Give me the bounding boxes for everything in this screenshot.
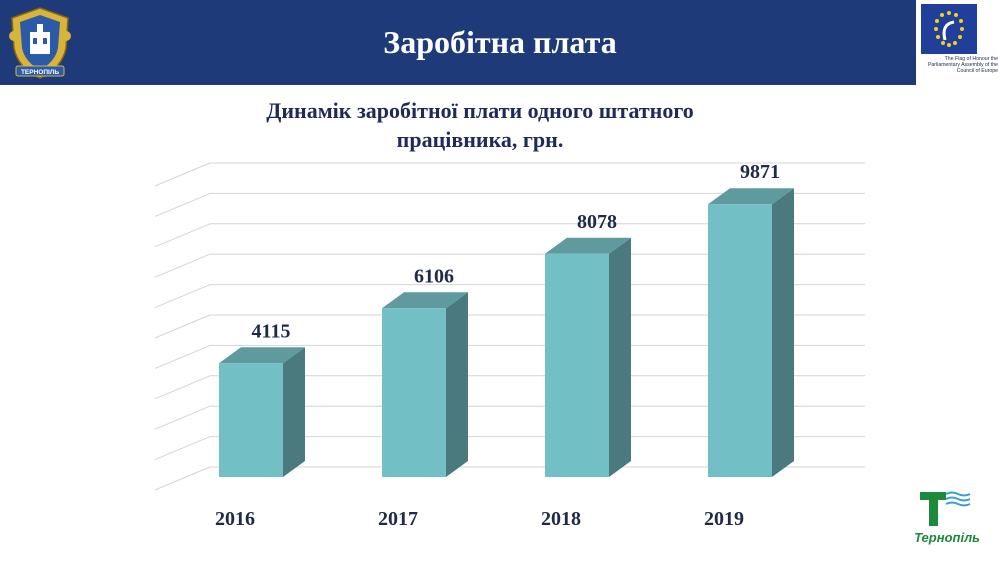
- bar: [545, 253, 609, 477]
- bar-top: [219, 347, 305, 364]
- gridline-side: [154, 375, 211, 400]
- data-label: 9871: [740, 161, 780, 183]
- gridline-side: [154, 436, 211, 461]
- gridline-side: [154, 162, 211, 187]
- page-title: Заробітна плата: [383, 24, 617, 60]
- header-bar: [0, 0, 1000, 85]
- bar-side: [446, 292, 468, 477]
- bar-top: [708, 188, 794, 205]
- council-of-europe-flag-icon: [921, 4, 977, 54]
- bar-top: [545, 237, 631, 254]
- gridline-side: [154, 405, 211, 430]
- coe-badge: The Flag of Honour the Parliamentary Ass…: [916, 0, 1000, 85]
- bar: [708, 204, 772, 477]
- gridline-side: [154, 253, 211, 278]
- bar-side: [609, 237, 631, 477]
- x-tick-label: 2019: [704, 508, 744, 530]
- gridline-side: [154, 223, 211, 248]
- coe-caption: The Flag of Honour the Parliamentary Ass…: [927, 56, 998, 74]
- data-label: 8078: [577, 211, 617, 233]
- ternopil-coat-of-arms-icon: ТЕРНОПІЛЬ: [9, 7, 71, 79]
- gridline-side: [154, 314, 211, 339]
- gridline-side: [154, 466, 211, 491]
- bar: [219, 363, 283, 477]
- ternopil-logo-text: Тернопіль: [914, 530, 980, 545]
- chart-title: Динамік заробітної плати одного штатного…: [180, 96, 780, 154]
- bar: [382, 308, 446, 477]
- gridline-side: [154, 284, 211, 309]
- gridline-side: [154, 344, 211, 369]
- emblem-label: ТЕРНОПІЛЬ: [21, 69, 59, 76]
- data-label: 4115: [252, 320, 291, 342]
- bar-side: [283, 347, 305, 477]
- bar-side: [772, 188, 794, 477]
- chart-title-line-1: Динамік заробітної плати одного штатного: [266, 98, 694, 123]
- x-tick-label: 2017: [378, 508, 418, 530]
- chart-title-line-2: працівника, грн.: [396, 127, 564, 152]
- gridline-side: [154, 192, 211, 217]
- x-tick-label: 2018: [541, 508, 581, 530]
- x-tick-label: 2016: [215, 508, 255, 530]
- data-label: 6106: [414, 265, 454, 287]
- ternopil-brand-logo-icon: [920, 491, 971, 526]
- bar-top: [382, 292, 468, 309]
